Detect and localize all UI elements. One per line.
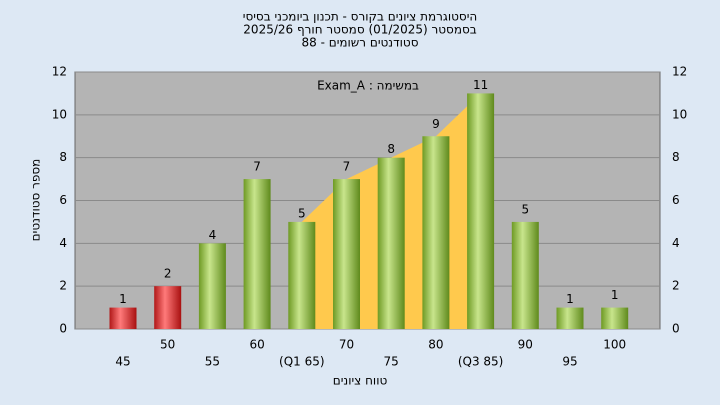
bar	[511, 221, 539, 329]
bar	[601, 307, 629, 329]
x-tick-label: 50	[160, 338, 175, 352]
y-axis-label: מספר סטודנטים	[29, 159, 43, 242]
y2-tick-label: 6	[672, 193, 680, 207]
chart-title: היסטוגרמת ציונים בקורס - תכנון ביומכני ב…	[243, 10, 477, 24]
x-tick-label: 75	[384, 355, 399, 369]
value-label: 1	[566, 292, 574, 306]
value-label: 5	[521, 202, 529, 216]
y-tick-label: 12	[52, 65, 67, 79]
x-tick-label: (Q1 65)	[279, 355, 325, 369]
x-tick-label: 80	[428, 338, 443, 352]
bar	[377, 157, 405, 329]
y2-tick-label: 10	[672, 107, 687, 121]
y-tick-label: 4	[59, 236, 67, 250]
value-label: 11	[473, 78, 488, 92]
x-axis-label: טווח ציונים	[333, 374, 388, 388]
x-tick-label: 60	[249, 338, 264, 352]
y-tick-label: 2	[59, 279, 67, 293]
bar	[154, 286, 182, 329]
x-tick-label: 100	[603, 338, 626, 352]
value-label: 5	[298, 206, 306, 220]
annotation: Exam_A : במשימה	[317, 79, 419, 93]
bar	[109, 307, 137, 329]
y-tick-label: 6	[59, 193, 67, 207]
x-tick-label: 55	[205, 355, 220, 369]
subtitle: סטודנטים רשומים - 88	[301, 36, 418, 50]
y2-tick-label: 0	[672, 322, 680, 336]
bar	[333, 179, 360, 329]
value-label: 8	[387, 142, 395, 156]
x-tick-label: 95	[562, 355, 577, 369]
x-tick-label: (Q3 85)	[458, 355, 504, 369]
bar	[422, 136, 450, 329]
x-tick-label: 70	[339, 338, 354, 352]
y2-tick-label: 12	[672, 65, 687, 79]
x-tick-label: 90	[518, 338, 533, 352]
y2-tick-label: 8	[672, 150, 680, 164]
subtitle: בסמסטר (01/2025) סמסטר חורף 2025/26	[243, 23, 476, 37]
value-label: 2	[164, 267, 172, 281]
bar	[467, 93, 495, 330]
bar	[556, 307, 584, 329]
x-tick-label: 45	[115, 355, 130, 369]
bar	[198, 243, 226, 329]
value-label: 9	[432, 117, 440, 131]
bar	[243, 179, 271, 329]
y2-tick-label: 4	[672, 236, 680, 250]
y-tick-label: 0	[59, 322, 67, 336]
bar	[288, 221, 316, 329]
value-label: 4	[209, 228, 217, 242]
y2-tick-label: 2	[672, 279, 680, 293]
y-tick-label: 10	[52, 107, 67, 121]
value-label: 1	[611, 288, 619, 302]
value-label: 7	[253, 160, 261, 174]
value-label: 1	[119, 292, 127, 306]
y-tick-label: 8	[59, 150, 67, 164]
value-label: 7	[343, 160, 351, 174]
